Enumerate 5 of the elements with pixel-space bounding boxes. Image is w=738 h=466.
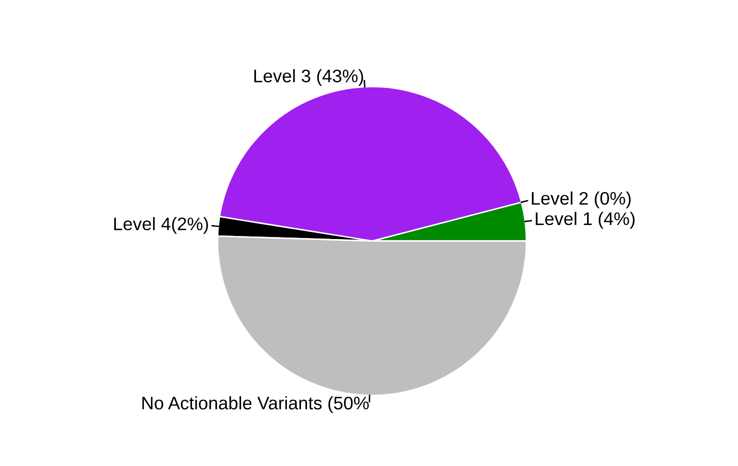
legend-label: Level 2 (0%) bbox=[532, 191, 631, 208]
slice-label: Level 4(2%) bbox=[114, 217, 208, 234]
slice-label: No Actionable Variants (50% bbox=[142, 396, 369, 414]
slice-label: Level 1 (4%) bbox=[536, 212, 635, 229]
slice-label: Level 3 (43%) bbox=[254, 69, 364, 86]
